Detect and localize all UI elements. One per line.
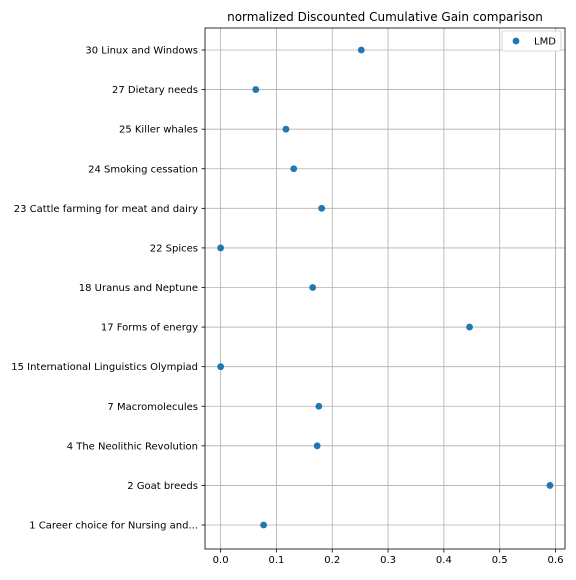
y-tick-label-25-killer-whales: 25 Killer whales: [119, 125, 198, 136]
data-point-17-forms-of-energy: [466, 323, 473, 331]
legend-box: [501, 30, 562, 52]
x-tick-label: 0.6: [548, 555, 564, 566]
x-tick-label: 0.0: [213, 555, 229, 566]
data-point-7-macromolecules: [315, 402, 323, 410]
x-tick-label: 0.1: [268, 555, 284, 566]
y-tick-label-7-macromolecules: 7 Macromolecules: [107, 402, 198, 413]
y-tick-label-2-goat-breeds: 2 Goat breeds: [127, 481, 198, 492]
data-points-layer: [217, 46, 554, 529]
y-tick-label-27-dietary-needs: 27 Dietary needs: [112, 85, 198, 96]
legend-label-lmd: LMD: [534, 37, 556, 48]
data-point-2-goat-breeds: [546, 482, 554, 489]
y-tick-label-24-smoking-cessation: 24 Smoking cessation: [88, 164, 198, 175]
legend-marker-lmd: [512, 37, 520, 45]
legend: LMD: [501, 30, 562, 52]
data-point-22-spices: [217, 244, 225, 252]
y-tick-label-15-international-linguistics-olympiad: 15 International Linguistics Olympiad: [11, 362, 198, 373]
x-tick-label: 0.2: [324, 555, 340, 566]
y-tick-label-4-the-neolithic-revolution: 4 The Neolithic Revolution: [67, 441, 198, 452]
x-axis-ticks: 0.0 0.1 0.2 0.3 0.4 0.5 0.6: [213, 549, 564, 566]
data-point-30-linux-and-windows: [357, 46, 365, 54]
data-point-24-smoking-cessation: [290, 165, 298, 173]
y-tick-label-17-forms-of-energy: 17 Forms of energy: [101, 323, 198, 334]
x-tick-label: 0.4: [436, 555, 452, 566]
data-point-15-international-linguistics-olympiad: [217, 363, 225, 371]
grid-layer: [205, 28, 565, 549]
y-tick-label-1-career-choice-for-nursing-and: 1 Career choice for Nursing and...: [29, 521, 198, 532]
data-point-1-career-choice-for-nursing-and: [260, 521, 268, 529]
chart-title: normalized Discounted Cumulative Gain co…: [227, 10, 543, 24]
y-tick-label-23-cattle-farming-for-meat-and-dairy: 23 Cattle farming for meat and dairy: [14, 204, 198, 215]
y-axis-ticks: 30 Linux and Windows 27 Dietary needs 25 K…: [11, 46, 205, 532]
y-tick-label-22-spices: 22 Spices: [150, 243, 198, 254]
y-tick-label-30-linux-and-windows: 30 Linux and Windows: [85, 46, 198, 57]
data-point-4-the-neolithic-revolution: [313, 442, 321, 450]
data-point-27-dietary-needs: [252, 86, 260, 93]
data-point-25-killer-whales: [282, 125, 290, 133]
x-tick-label: 0.3: [380, 555, 396, 566]
y-tick-label-18-uranus-and-neptune: 18 Uranus and Neptune: [79, 283, 198, 294]
data-point-23-cattle-farming-for-meat-and-dairy: [318, 204, 326, 212]
data-point-18-uranus-and-neptune: [309, 284, 317, 291]
plot-area-frame: [204, 27, 566, 550]
x-tick-label: 0.5: [492, 555, 508, 566]
